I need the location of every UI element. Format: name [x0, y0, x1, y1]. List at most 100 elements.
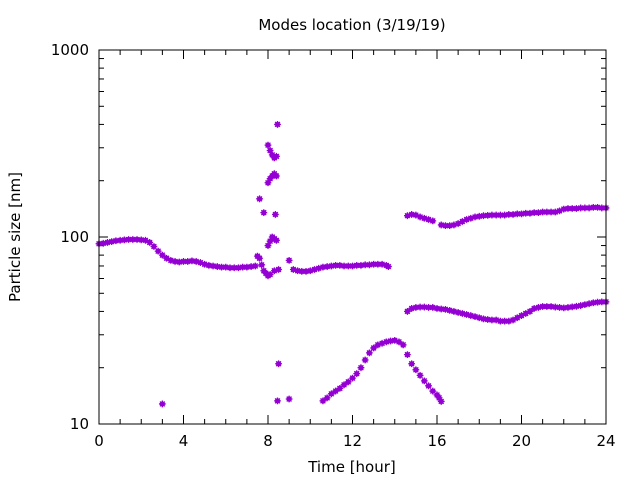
data-point [336, 261, 344, 269]
x-tick-label: 24 [596, 432, 615, 450]
data-point [547, 303, 555, 310]
data-point [581, 204, 589, 212]
data-point [266, 147, 274, 154]
data-point [294, 267, 301, 275]
axis-ticks [98, 49, 607, 425]
data-point [505, 211, 513, 218]
data-point [518, 210, 525, 218]
data-point [509, 316, 517, 324]
data-point [146, 239, 154, 246]
data-point [218, 263, 225, 271]
data-point [564, 304, 572, 311]
data-point [133, 236, 141, 243]
data-point [239, 263, 247, 271]
data-point [589, 203, 597, 211]
data-point [357, 261, 365, 269]
data-point [404, 308, 411, 315]
data-point [171, 258, 179, 265]
data-point [258, 261, 266, 269]
data-point [408, 360, 416, 368]
data-point [594, 298, 601, 306]
x-tick-labels: 0 4 8 12 16 20 24 [94, 432, 615, 450]
data-point [437, 398, 445, 405]
data-point [260, 209, 268, 217]
x-axis-label: Time [hour] [307, 458, 396, 476]
data-point [332, 387, 339, 395]
data-point [366, 349, 373, 357]
data-point [349, 262, 356, 270]
data-point [285, 395, 293, 403]
data-point [420, 377, 428, 385]
data-point [264, 242, 272, 249]
data-point [416, 371, 424, 379]
data-point [496, 317, 504, 325]
data-point [535, 209, 542, 217]
data-point [120, 236, 128, 244]
data-point [226, 264, 234, 272]
data-point [484, 211, 492, 219]
data-point [154, 247, 162, 255]
data-point [589, 299, 597, 307]
data-point [264, 141, 272, 149]
data-point [112, 237, 120, 245]
data-point [370, 344, 378, 352]
x-tick-label: 4 [179, 432, 189, 450]
data-point [526, 308, 534, 315]
data-point [273, 152, 280, 160]
data-point [247, 263, 255, 270]
data-point [158, 400, 166, 408]
data-point [458, 218, 466, 225]
data-point [266, 271, 274, 278]
data-point [344, 262, 352, 270]
data-point [235, 264, 242, 272]
data-point [598, 298, 606, 306]
data-point [163, 254, 170, 262]
data-point [230, 264, 238, 272]
data-point [433, 305, 441, 312]
data-point [266, 237, 274, 245]
data-point [442, 222, 449, 230]
x-tick-label: 16 [427, 432, 446, 450]
data-point [129, 236, 137, 243]
data-point [488, 316, 496, 324]
data-point [547, 208, 555, 216]
data-point [274, 121, 281, 128]
data-point [496, 211, 504, 219]
data-point [513, 210, 521, 218]
data-point [509, 211, 517, 218]
data-point [213, 263, 221, 270]
data-point [387, 337, 394, 345]
data-point [205, 261, 213, 269]
data-point [116, 236, 124, 244]
data-point [573, 205, 580, 212]
data-point [480, 212, 487, 220]
data-point [125, 236, 132, 243]
data-point [184, 258, 192, 265]
data-point [425, 382, 432, 390]
y-axis-label: Particle size [nm] [6, 172, 24, 302]
data-point [437, 305, 445, 313]
data-point [526, 209, 534, 217]
data-point [594, 203, 601, 211]
data-point [560, 205, 568, 213]
plot-frame [98, 49, 607, 425]
data-point [158, 251, 166, 259]
data-point [501, 211, 508, 219]
data-point [175, 258, 183, 266]
data-point [539, 208, 547, 216]
y-tick-labels: 10 100 1000 [51, 41, 89, 433]
data-point [425, 304, 432, 311]
data-point [340, 381, 348, 389]
data-point [340, 262, 348, 270]
data-point [454, 220, 462, 227]
data-point [475, 212, 483, 220]
data-point [429, 217, 437, 225]
data-point [385, 263, 392, 270]
data-point [298, 267, 306, 275]
data-point [484, 316, 492, 323]
data-point [336, 385, 344, 392]
data-point [522, 310, 530, 317]
data-point [256, 254, 263, 262]
data-point [513, 314, 521, 322]
data-point [327, 390, 335, 398]
